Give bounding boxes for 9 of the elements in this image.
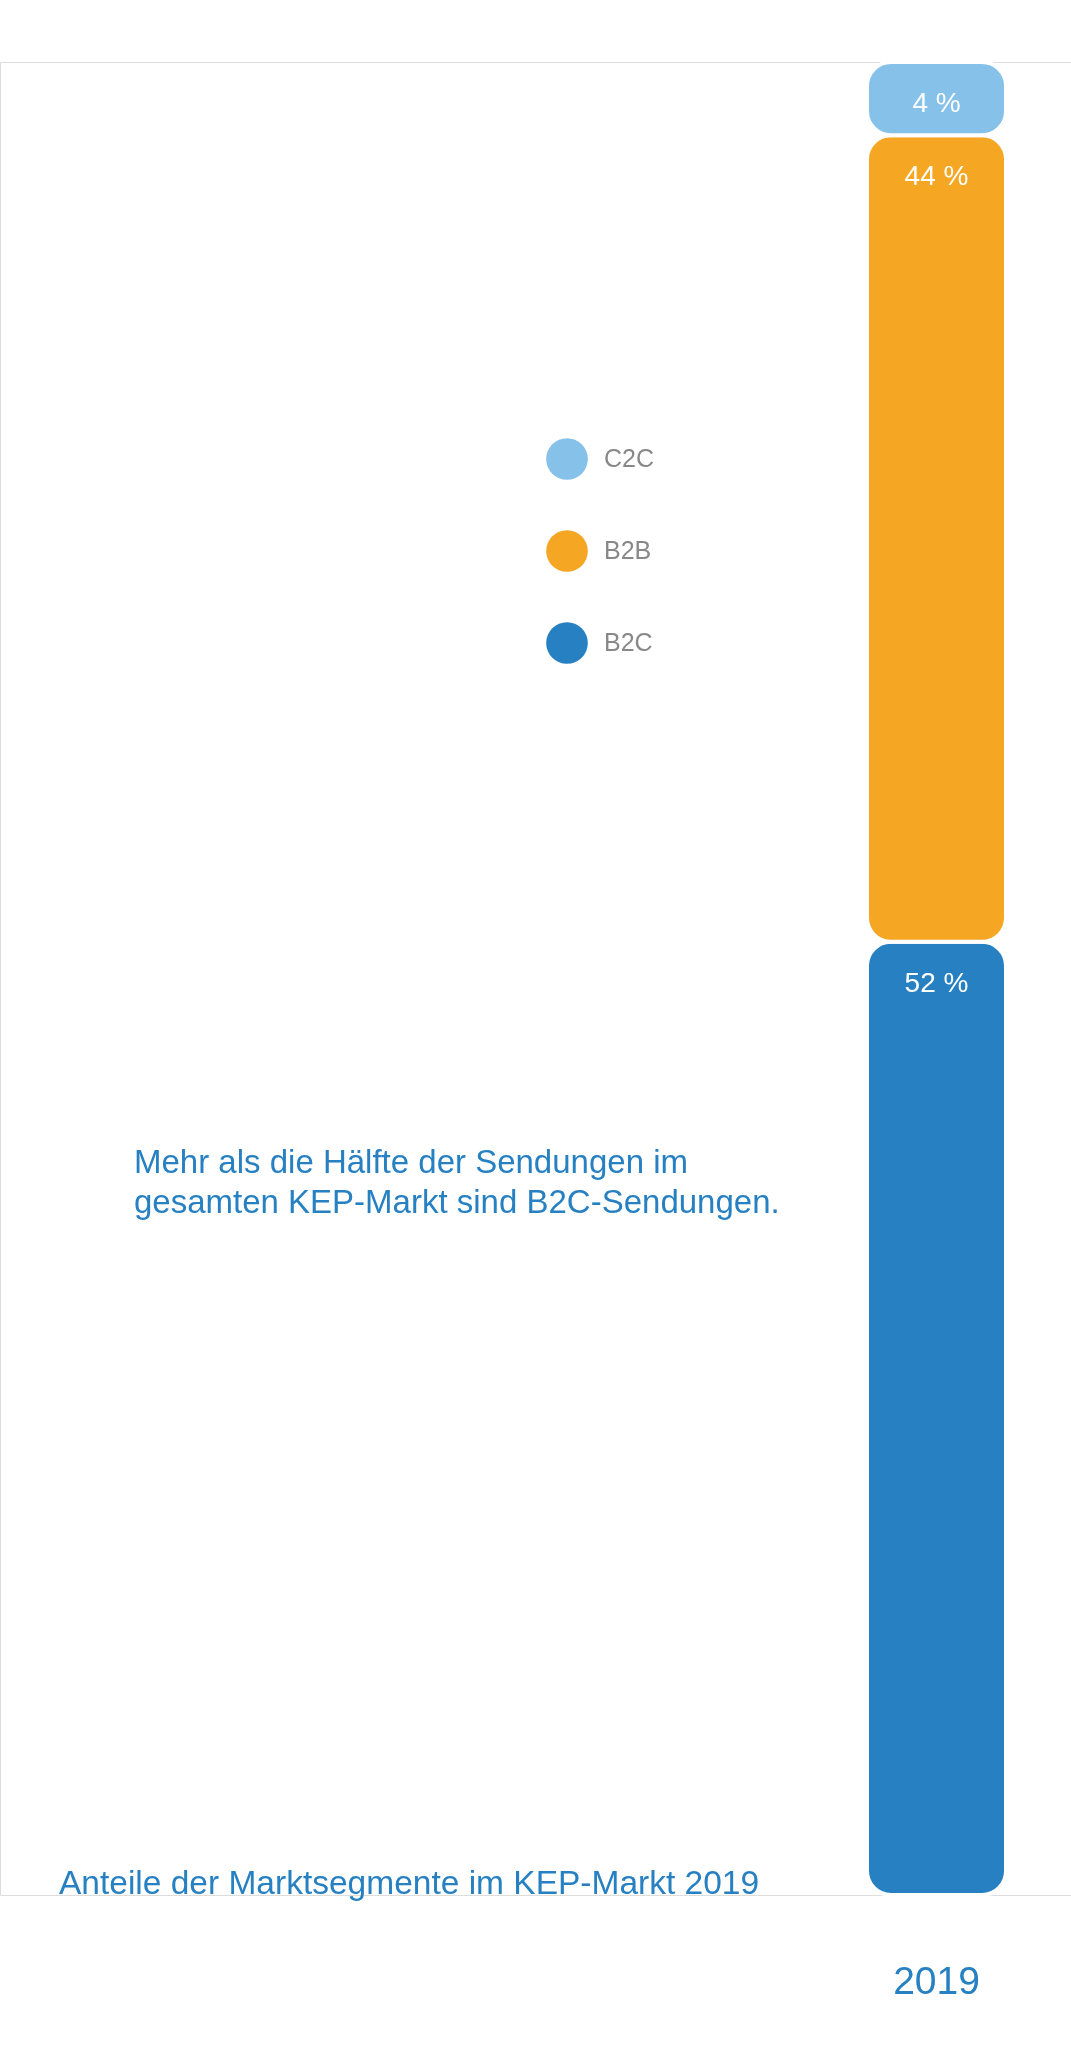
data-label: 4 % [912, 87, 961, 118]
x-tick-label: 2019 [893, 1958, 980, 2002]
data-label: 44 % [904, 160, 969, 192]
legend-label: B2B [604, 536, 652, 564]
legend-label: B2C [604, 628, 653, 656]
text: Mehr als die Hälfte der Sendungen im gesamten KEP-Markt sind B2C-Sendungen. [134, 1142, 780, 1220]
text: Anteile der Marktsegmente im KEP-Markt 2019 [59, 1864, 760, 1901]
legend-label: C2C [604, 444, 655, 472]
data-label: 52 % [904, 966, 969, 998]
